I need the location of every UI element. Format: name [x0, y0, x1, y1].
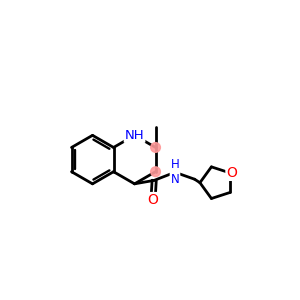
Text: O: O [226, 166, 237, 180]
Text: O: O [148, 193, 158, 207]
Text: H
N: H N [171, 158, 179, 186]
Circle shape [151, 167, 160, 177]
Circle shape [151, 142, 160, 152]
Text: NH: NH [125, 129, 144, 142]
